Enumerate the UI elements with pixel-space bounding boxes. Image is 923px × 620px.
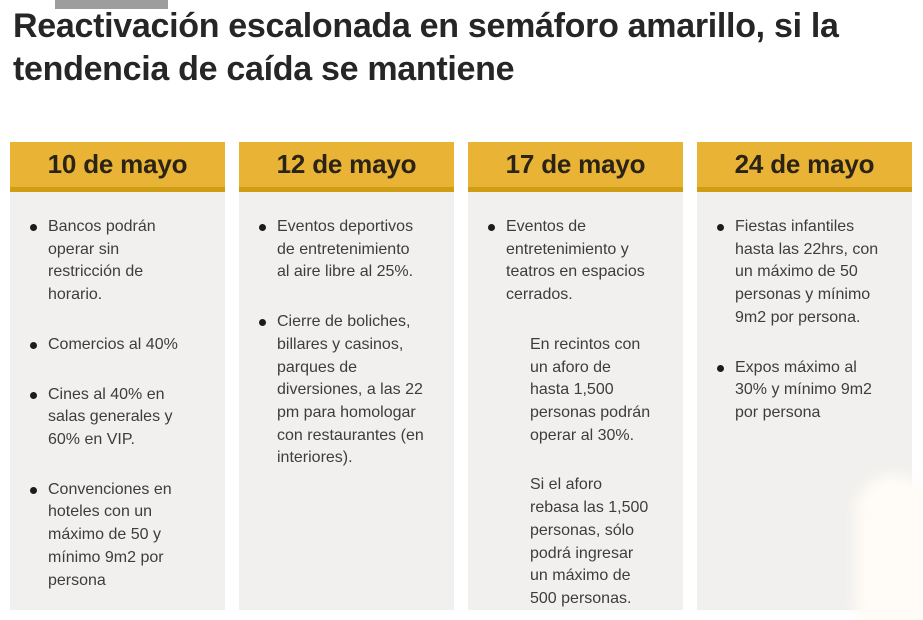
bullet-dot-icon — [259, 319, 266, 327]
date-header: 24 de mayo — [697, 142, 912, 192]
top-partial-bar — [55, 0, 168, 9]
date-column: 12 de mayo Eventos deportivos de entrete… — [239, 142, 454, 610]
date-column-body: Fiestas infantiles hasta las 22hrs, con … — [697, 192, 912, 452]
list-item: Comercios al 40% — [30, 334, 195, 357]
corner-glare — [855, 474, 923, 620]
list-item: Bancos podrán operar sin restricción de … — [30, 216, 195, 307]
list-item: Cierre de boliches, billares y casinos, … — [259, 311, 424, 470]
item-text: Fiestas infantiles hasta las 22hrs, con … — [735, 218, 879, 326]
item-text: Cierre de boliches, billares y casinos, … — [277, 313, 424, 467]
bullet-dot-icon — [30, 224, 37, 231]
list-item: Cines al 40% en salas generales y 60% en… — [30, 384, 195, 452]
item-text: En recintos con un aforo de hasta 1,500 … — [530, 335, 651, 444]
bullet-dot-icon — [488, 224, 495, 231]
date-column-body: Eventos deportivos de entretenimiento al… — [239, 192, 454, 497]
slide-title: Reactivación escalonada en semáforo amar… — [13, 7, 839, 89]
bullet-dot-icon — [30, 341, 37, 349]
item-text: Bancos podrán operar sin restricción de … — [48, 218, 156, 304]
bullet-dot-icon — [30, 391, 37, 399]
list-item: Fiestas infantiles hasta las 22hrs, con … — [717, 216, 882, 330]
date-column: 10 de mayo Bancos podrán operar sin rest… — [10, 142, 225, 610]
bullet-dot-icon — [717, 364, 724, 372]
date-column-body: Bancos podrán operar sin restricción de … — [10, 192, 225, 619]
sub-paragraph: En recintos con un aforo de hasta 1,500 … — [488, 334, 653, 448]
item-text: Eventos de entretenimiento y teatros en … — [506, 218, 645, 304]
bullet-dot-icon — [259, 224, 266, 231]
bullet-dot-icon — [717, 224, 724, 231]
list-item: Eventos deportivos de entretenimiento al… — [259, 216, 424, 284]
date-header: 10 de mayo — [10, 142, 225, 192]
item-text: Cines al 40% en salas generales y 60% en… — [48, 385, 173, 449]
timeline-columns: 10 de mayo Bancos podrán operar sin rest… — [10, 142, 912, 610]
bullet-dot-icon — [30, 486, 37, 494]
sub-paragraph: Si el aforo rebasa las 1,500 personas, s… — [488, 474, 653, 610]
list-item: Convenciones en hoteles con un máximo de… — [30, 479, 195, 593]
date-header: 12 de mayo — [239, 142, 454, 192]
item-text: Comercios al 40% — [48, 335, 178, 353]
item-text: Expos máximo al 30% y mínimo 9m2 por per… — [735, 358, 872, 422]
list-item: Eventos de entretenimiento y teatros en … — [488, 216, 653, 307]
date-column: 17 de mayo Eventos de entretenimiento y … — [468, 142, 683, 610]
list-item: Expos máximo al 30% y mínimo 9m2 por per… — [717, 357, 882, 425]
item-text: Convenciones en hoteles con un máximo de… — [48, 480, 172, 589]
item-text: Eventos deportivos de entretenimiento al… — [277, 218, 414, 281]
item-text: Si el aforo rebasa las 1,500 personas, s… — [530, 476, 649, 608]
date-column-body: Eventos de entretenimiento y teatros en … — [468, 192, 683, 620]
date-header: 17 de mayo — [468, 142, 683, 192]
